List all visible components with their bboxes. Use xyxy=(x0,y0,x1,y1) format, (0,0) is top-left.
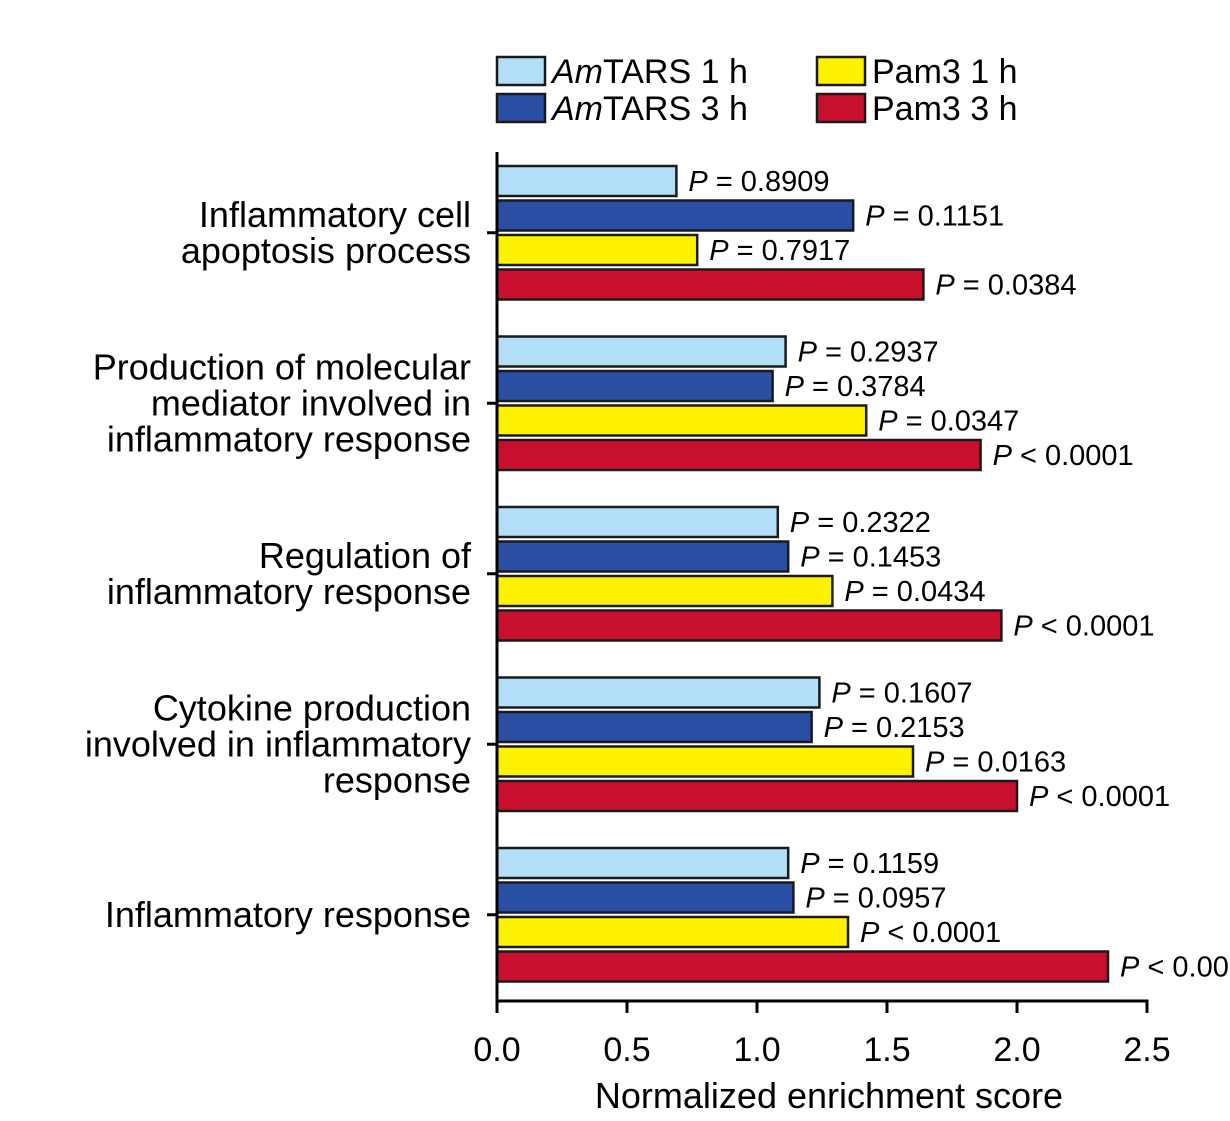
p-value-label: P < 0.0001 xyxy=(860,917,1001,949)
bar xyxy=(495,404,868,437)
bar xyxy=(495,574,834,608)
p-value-label: P = 0.3784 xyxy=(785,371,926,403)
p-value-label: P = 0.1453 xyxy=(800,542,941,574)
bar xyxy=(495,505,780,539)
x-tick-label: 2.5 xyxy=(1123,1031,1170,1069)
bar-groups: P = 0.8909 P = 0.1151 P = 0.7917 P = 0.0384… xyxy=(495,164,1230,984)
legend-item: Pam3 1 h xyxy=(815,53,1018,91)
x-axis-title: Normalized enrichment score xyxy=(595,1075,1063,1116)
legend-item: Pam3 3 h xyxy=(815,90,1018,128)
bar xyxy=(495,438,982,472)
legend-item: AmTARS 3 h xyxy=(495,90,748,128)
bar xyxy=(495,268,925,301)
p-value-label: P < 0.0001 xyxy=(993,440,1134,472)
category-label: Production of molecular mediator involved… xyxy=(93,346,471,459)
axes: 0.0 0.5 1.0 1.5 2.0 2.5 Normalized enrichment … xyxy=(473,152,1171,1116)
bar xyxy=(495,846,790,880)
p-value-label: P < 0.0001 xyxy=(1029,781,1170,813)
legend-swatch xyxy=(495,92,547,124)
legend-label: AmTARS 1 h xyxy=(550,53,748,91)
p-value-label: P = 0.1151 xyxy=(865,201,1004,233)
bar xyxy=(495,335,787,368)
p-value-label: P < 0.0001 xyxy=(1013,611,1154,643)
bar xyxy=(495,540,790,573)
bar xyxy=(495,609,1003,642)
bar xyxy=(495,950,1110,983)
p-value-label: P = 0.0384 xyxy=(935,270,1076,302)
bar xyxy=(495,676,821,709)
x-tick-label: 0.0 xyxy=(473,1031,520,1069)
legend-swatch xyxy=(815,92,867,124)
bar xyxy=(495,779,1019,813)
x-tick-label: 1.5 xyxy=(863,1031,910,1069)
p-value-label: P = 0.0957 xyxy=(805,883,946,915)
legend-item: AmTARS 1 h xyxy=(495,53,748,91)
bar xyxy=(495,164,678,198)
category-labels: Inflammatory cell apoptosis process Produc… xyxy=(85,194,472,935)
p-value-label: P < 0.0001 xyxy=(1120,952,1230,984)
bar xyxy=(495,915,850,949)
p-value-label: P = 0.0347 xyxy=(878,406,1019,438)
p-value-label: P = 0.2153 xyxy=(824,712,965,744)
legend-swatch xyxy=(815,55,867,87)
bar xyxy=(495,881,795,914)
p-value-label: P = 0.7917 xyxy=(709,235,850,267)
bar-group: P = 0.8909 P = 0.1151 P = 0.7917 P = 0.0384 xyxy=(495,164,1076,302)
category-label: Regulation of inflammatory response xyxy=(107,535,472,612)
legend-label: Pam3 1 h xyxy=(872,53,1018,91)
p-value-label: P = 0.2937 xyxy=(798,337,939,369)
p-value-label: P = 0.0163 xyxy=(925,747,1066,779)
x-tick-label: 2.0 xyxy=(993,1031,1040,1069)
category-label: Inflammatory response xyxy=(105,894,471,935)
bar xyxy=(495,199,855,232)
x-tick-label: 1.0 xyxy=(733,1031,780,1069)
bar xyxy=(495,710,813,744)
legend-label: Pam3 3 h xyxy=(872,90,1018,128)
bar xyxy=(495,233,699,267)
bar xyxy=(495,745,915,778)
p-value-label: P = 0.1607 xyxy=(831,678,972,710)
p-value-label: P = 0.0434 xyxy=(844,576,985,608)
x-tick-label: 0.5 xyxy=(603,1031,650,1069)
p-value-label: P = 0.8909 xyxy=(688,166,829,198)
p-value-label: P = 0.2322 xyxy=(790,507,931,539)
legend-label: AmTARS 3 h xyxy=(550,90,748,128)
bar xyxy=(495,369,774,403)
legend-swatch xyxy=(495,55,547,87)
category-label: Inflammatory cell apoptosis process xyxy=(181,194,471,271)
category-label: Cytokine production involved in inflammat… xyxy=(85,687,471,800)
p-value-label: P = 0.1159 xyxy=(800,848,939,880)
